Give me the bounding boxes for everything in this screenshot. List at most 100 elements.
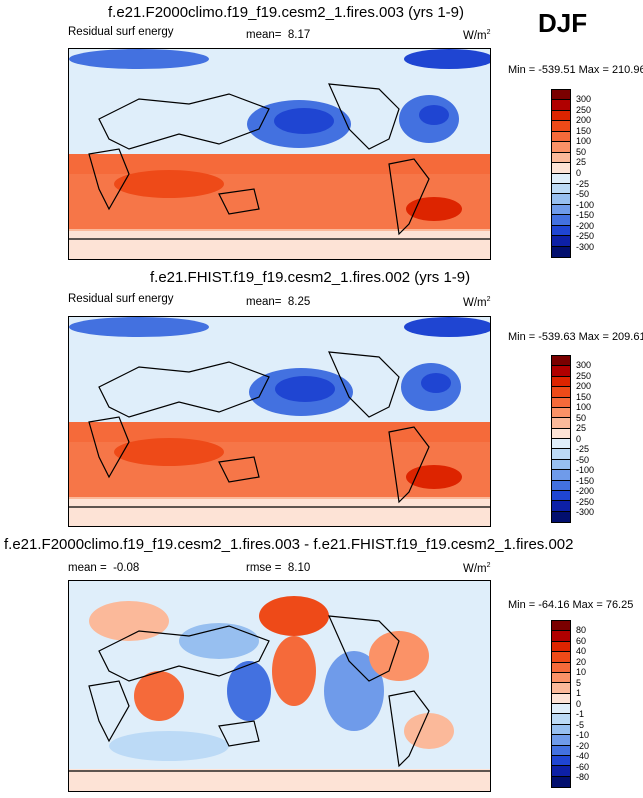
colorbar-tick-label: -300 (576, 507, 595, 517)
colorbar-tick-label: -25 (576, 178, 590, 189)
panel-1-variable: Residual surf energy (68, 26, 174, 38)
panel-2-minmax: Min = -539.63 Max = 209.61 (508, 331, 643, 343)
colorbar-swatch (552, 621, 570, 632)
natl-low-2 (419, 105, 449, 125)
colorbar-tick-label: 250 (576, 370, 592, 381)
colorbar-swatch (552, 418, 570, 429)
panel-3-mean: mean = -0.08 (68, 562, 139, 574)
eurasia-outline (98, 361, 270, 418)
arctic-east (404, 49, 490, 69)
australia-outline (218, 720, 260, 747)
panel-3-rmse-value: 8.10 (287, 562, 311, 574)
panel-2-units: W/m2 (463, 296, 491, 309)
colorbar-tick-label: 25 (576, 157, 587, 168)
antarctic-zone (69, 499, 490, 526)
colorbar-tick-label: 0 (576, 433, 582, 444)
colorbar-tick-label: -25 (576, 444, 590, 454)
diff-antarctic (69, 769, 490, 791)
colorbar-tick-label: -150 (576, 475, 595, 486)
panel-2-colorbar (551, 355, 571, 523)
panel-2-map (68, 316, 491, 527)
panel-1-minmax: Min = -539.51 Max = 210.96 (508, 64, 643, 76)
colorbar-swatch (552, 704, 570, 715)
colorbar-swatch (552, 735, 570, 746)
panel-1-mean-value: 8.17 (287, 29, 311, 41)
panel-3-minmax: Min = -64.16 Max = 76.25 (508, 599, 634, 611)
panel-1-map-svg (69, 49, 490, 259)
colorbar-swatch (552, 755, 570, 767)
colorbar-tick-label: 1 (576, 688, 582, 698)
panel-1-mean: mean= 8.17 (246, 29, 310, 41)
season-label: DJF (538, 8, 588, 38)
indian-high (114, 438, 224, 466)
africa-outline (88, 680, 130, 743)
colorbar-tick-label: 5 (576, 677, 582, 688)
samerica-outline (388, 690, 430, 768)
colorbar-swatch (552, 121, 570, 132)
panel-1-mean-label: mean= (246, 29, 282, 41)
colorbar-tick-label: 150 (576, 125, 592, 136)
panel-1-units-text: W/m (463, 29, 487, 42)
colorbar-tick-label: -100 (576, 465, 595, 475)
colorbar-swatch (552, 439, 570, 450)
africa-outline (88, 148, 130, 211)
panel-3-rmse: rmse = 8.10 (246, 562, 310, 574)
panel-3-colorbar (551, 620, 571, 788)
australia-outline (218, 188, 260, 215)
colorbar-swatch (552, 194, 570, 205)
colorbar-swatch (552, 511, 570, 522)
colorbar-tick-label: -40 (576, 751, 590, 761)
natl-low-2 (421, 373, 451, 393)
panel-3-units-text: W/m (463, 562, 487, 575)
namerica-outline (328, 351, 400, 418)
colorbar-swatch (552, 631, 570, 642)
diff-patch-5 (324, 651, 384, 731)
eurasia-outline (98, 93, 270, 150)
diff-patch-6 (369, 631, 429, 681)
colorbar-tick-label: 150 (576, 391, 592, 402)
diff-patch-9 (109, 731, 229, 761)
diff-patch-1 (89, 601, 169, 641)
eurasia-outline (98, 625, 270, 682)
panel-1-map (68, 48, 491, 260)
colorbar-swatch (552, 714, 570, 725)
colorbar-tick-label: -200 (576, 486, 595, 496)
colorbar-tick-label: -250 (576, 231, 595, 242)
colorbar-tick-label: 80 (576, 625, 587, 635)
diff-patch-8 (134, 671, 184, 721)
colorbar-swatch (552, 745, 570, 756)
diff-patch-7 (227, 661, 271, 721)
diff-patch-3 (259, 596, 329, 636)
colorbar-tick-label: 50 (576, 146, 587, 157)
colorbar-swatch (552, 152, 570, 164)
colorbar-tick-label: -200 (576, 220, 595, 231)
colorbar-swatch (552, 110, 570, 122)
colorbar-swatch (552, 173, 570, 184)
arctic-east (404, 317, 490, 337)
panel-1-title: f.e21.F2000climo.f19_f19.cesm2_1.fires.0… (108, 4, 465, 21)
colorbar-swatch (552, 246, 570, 257)
tropical-band (69, 422, 490, 442)
colorbar-swatch (552, 459, 570, 471)
colorbar-tick-label: -150 (576, 210, 595, 221)
satl-high (406, 465, 462, 489)
colorbar-swatch (552, 449, 570, 460)
colorbar-tick-label: 10 (576, 667, 587, 677)
colorbar-tick-label: -1 (576, 709, 585, 719)
arctic-low (69, 49, 209, 69)
panel-3-title: f.e21.F2000climo.f19_f19.cesm2_1.fires.0… (4, 536, 574, 553)
colorbar-tick-label: 40 (576, 646, 587, 656)
colorbar-tick-label: 50 (576, 412, 587, 423)
colorbar-swatch (552, 204, 570, 216)
arctic-low (69, 317, 209, 337)
colorbar-tick-label: -80 (576, 772, 590, 782)
colorbar-swatch (552, 397, 570, 408)
colorbar-tick-label: -60 (576, 761, 590, 772)
colorbar-tick-label: -50 (576, 454, 590, 465)
tropical-band (69, 154, 490, 174)
colorbar-swatch (552, 470, 570, 481)
colorbar-tick-label: 0 (576, 168, 582, 178)
panel-2-mean-value: 8.25 (287, 296, 311, 308)
diff-patch-10 (404, 713, 454, 749)
panel-3-mean-value: -0.08 (113, 562, 140, 574)
